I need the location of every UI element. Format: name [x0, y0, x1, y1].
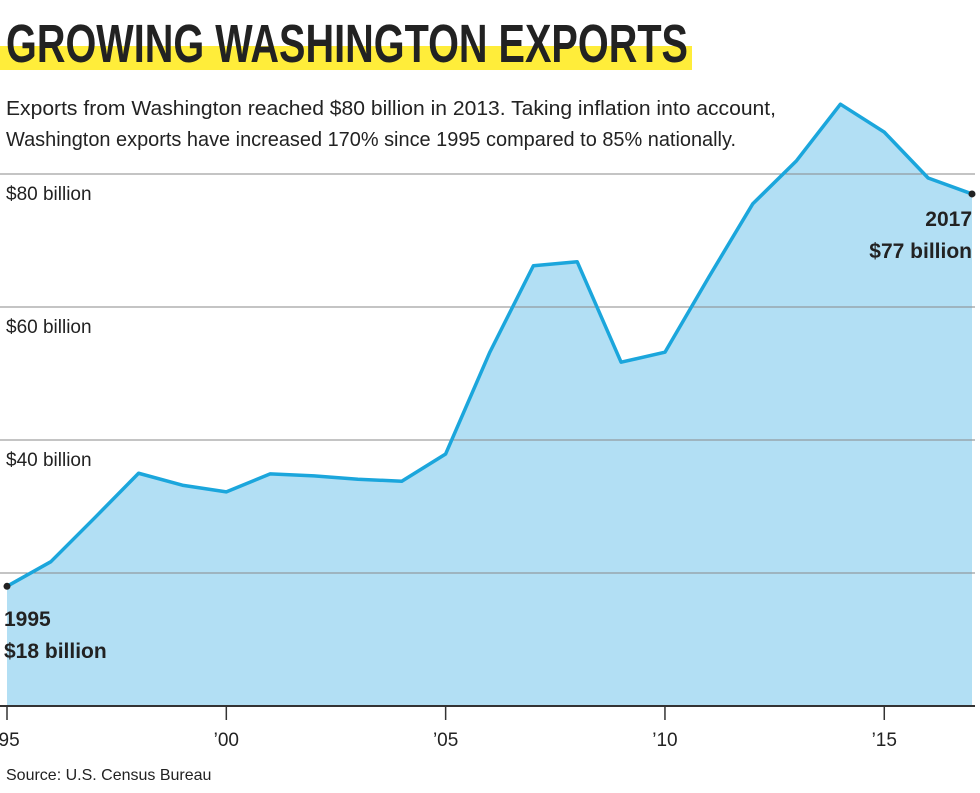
end-dot	[3, 582, 11, 590]
source: Source: U.S. Census Bureau	[6, 767, 211, 784]
x-tick-label: ’95	[0, 730, 20, 751]
y-tick-label: $80 billion	[6, 184, 92, 205]
x-tick-label: ’10	[652, 730, 677, 751]
annotation: $77 billion	[869, 240, 972, 263]
x-tick-label: ’05	[433, 730, 458, 751]
subtitle: Washington exports have increased 170% s…	[6, 129, 736, 151]
annotation: $18 billion	[4, 640, 107, 663]
annotation: 2017	[925, 208, 972, 231]
y-tick-label: $40 billion	[6, 450, 92, 471]
line	[6, 102, 973, 588]
subtitle: Exports from Washington reached $80 bill…	[6, 98, 776, 120]
area	[7, 104, 972, 707]
x-tick-label: ’15	[872, 730, 897, 751]
y-tick-label: $60 billion	[6, 317, 92, 338]
annotation: 1995	[4, 608, 51, 631]
chart-title: GROWING WASHINGTON EXPORTS	[6, 14, 688, 74]
title-highlight	[0, 46, 692, 70]
x-tick-label: ’00	[214, 730, 239, 751]
end-dot	[968, 190, 976, 198]
